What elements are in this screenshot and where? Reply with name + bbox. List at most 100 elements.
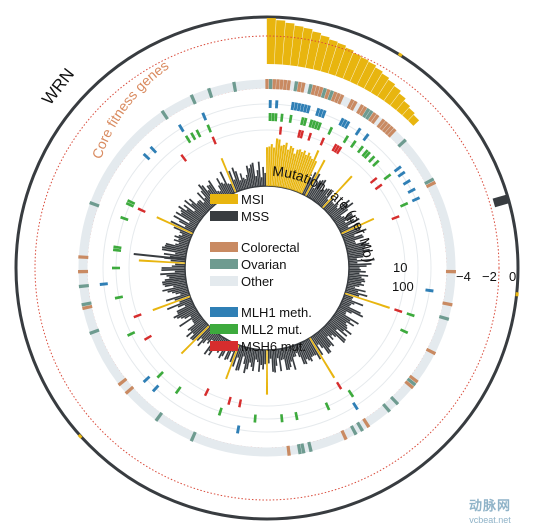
score-bar xyxy=(408,114,420,126)
mutation-bar xyxy=(170,220,194,233)
mutation-bar xyxy=(287,347,293,362)
tissue-mark xyxy=(425,347,437,356)
mutation-bar xyxy=(272,349,277,373)
mutation-bar xyxy=(302,177,312,195)
tissue-mark xyxy=(296,443,302,455)
mlh1-mark xyxy=(352,401,359,411)
mutation-bar xyxy=(332,208,349,221)
mutation-bar xyxy=(324,325,337,338)
msh6-mark xyxy=(211,136,217,145)
tissue-mark xyxy=(370,114,380,125)
mutation-bar xyxy=(262,166,265,187)
mutation-bar xyxy=(201,327,212,340)
tissue-mark xyxy=(272,79,277,90)
mlh1-mark xyxy=(299,103,305,113)
tissue-mark xyxy=(275,79,280,90)
mutation-bar xyxy=(280,149,290,188)
mutation-bar xyxy=(163,252,186,258)
mutation-bar xyxy=(348,278,366,283)
mutation-bar xyxy=(329,319,345,332)
mutation-bar xyxy=(285,347,292,368)
mutation-bar xyxy=(305,339,315,356)
score-bar xyxy=(274,20,286,65)
mutation-bar xyxy=(264,172,267,187)
mutation-bar xyxy=(342,228,361,238)
tissue-mark xyxy=(207,87,214,99)
msh6-mark xyxy=(331,143,338,152)
mutation-bar xyxy=(346,284,356,289)
mutation-bar xyxy=(318,330,332,347)
mutation-bar xyxy=(204,197,214,208)
mutation-bar xyxy=(176,307,196,320)
mutation-bar xyxy=(265,350,269,395)
mutation-bar xyxy=(347,248,370,255)
mutation-bar xyxy=(299,150,320,194)
msh6-mark xyxy=(133,313,142,319)
msh6-mark xyxy=(307,132,313,141)
mutation-bar xyxy=(348,258,375,263)
mutation-bar xyxy=(271,349,274,372)
mutation-bar xyxy=(161,278,186,284)
mutation-bar xyxy=(344,292,390,309)
tissue-mark xyxy=(286,445,291,456)
mutation-bar xyxy=(161,248,187,255)
mutation-bar xyxy=(313,189,322,202)
mlh1-mark xyxy=(338,117,345,127)
mutation-bar xyxy=(184,225,195,232)
mutation-bar xyxy=(348,276,365,281)
mutation-bar xyxy=(306,173,321,197)
mutation-bar xyxy=(275,145,283,187)
mll2-mark xyxy=(126,199,136,206)
mutation-bar xyxy=(309,180,322,199)
mutation-bar xyxy=(175,243,188,248)
legend-label-msi: MSI xyxy=(241,192,264,207)
mll2-mark xyxy=(327,126,334,136)
mutation-bar xyxy=(216,177,228,197)
alteration-guide-1 xyxy=(102,103,432,433)
score-bar xyxy=(328,42,347,76)
score-bar xyxy=(282,22,295,66)
mll2-mark xyxy=(271,113,275,122)
score-tick-zero: 0 xyxy=(509,269,516,284)
mutation-bar xyxy=(348,261,358,264)
msh6-mark xyxy=(374,183,383,191)
score-bar xyxy=(305,31,322,70)
mutation-bar xyxy=(245,174,251,189)
mutation-bar xyxy=(347,283,360,288)
mlh1-mark xyxy=(151,384,160,393)
score-bar xyxy=(335,47,354,79)
mutation-bar xyxy=(297,343,308,365)
mutation-bar xyxy=(169,275,186,279)
mutation-bar xyxy=(167,286,188,293)
mutation-bar xyxy=(227,183,234,194)
score-bar xyxy=(364,67,383,93)
alteration-guide-3 xyxy=(128,129,406,407)
mutation-bar xyxy=(348,275,362,279)
mutation-bar xyxy=(225,344,240,380)
legend-label-colorectal: Colorectal xyxy=(241,240,300,255)
mll2-mark xyxy=(324,402,331,411)
tissue-mark xyxy=(314,85,320,97)
mutation-bar xyxy=(262,349,265,370)
mutation-bar xyxy=(346,286,366,293)
mlh1-mark xyxy=(290,101,295,111)
legend-swatch-mlh1 xyxy=(210,307,238,317)
mll2-mark xyxy=(302,117,308,127)
mutation-bar xyxy=(346,245,366,252)
mlh1-mark xyxy=(306,105,311,114)
mutation-bar xyxy=(341,217,375,235)
tissue-mark xyxy=(349,100,358,111)
mutation-bar xyxy=(347,280,362,284)
mutation-bar xyxy=(335,212,353,225)
mlh1-mark xyxy=(149,145,158,154)
mutation-bar xyxy=(303,171,317,196)
tissue-mark xyxy=(424,177,435,186)
mutation-bar xyxy=(249,164,255,188)
mutation-bar xyxy=(179,297,191,303)
mutation-bar xyxy=(267,146,271,187)
mutation-bar xyxy=(338,306,352,314)
mutation-bar xyxy=(349,267,360,269)
mutation-bar xyxy=(164,276,186,281)
mutation-bar xyxy=(323,198,335,210)
mutation-bar xyxy=(219,171,232,195)
